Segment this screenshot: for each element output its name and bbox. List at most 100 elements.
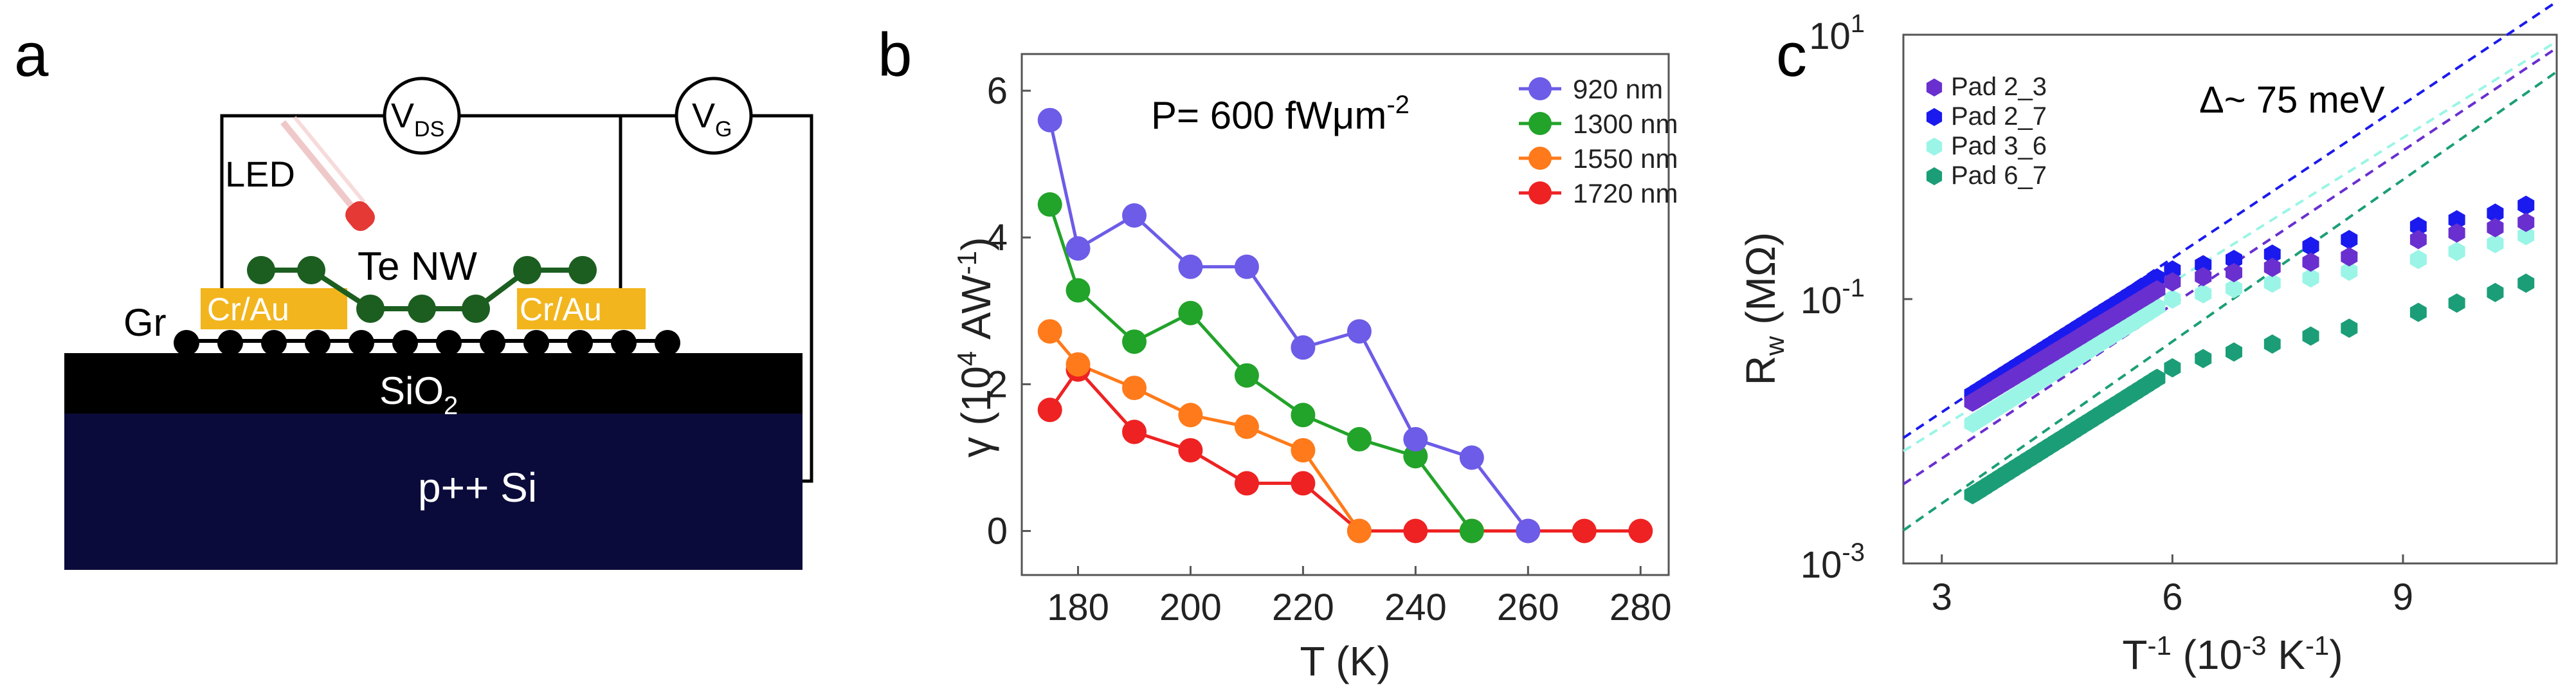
data-point [2487,282,2504,302]
plot-b-legend: 920 nm 1300 nm 1550 nm 1720 nm [1519,74,1678,208]
data-point [2226,342,2242,362]
graphene-atom [480,330,505,356]
y-tick-label: 4 [987,217,1008,259]
te-nanowire-atoms [247,256,597,323]
data-point [2341,261,2358,281]
led-icon [280,116,375,232]
data-point [2263,334,2281,354]
data-point [1234,363,1259,388]
x-tick-label: 180 [1047,587,1109,628]
plot-c-xlabel: T-1 (10-3 K-1) [2122,630,2343,678]
data-point [1037,192,1062,217]
te-atom [297,256,325,284]
panel-b-label: b [878,21,912,89]
legend-entry: Pad 6_7 [1951,161,2047,190]
data-point [2341,318,2358,338]
x-tick-label: 3 [1932,576,1952,618]
data-point [1178,403,1203,428]
y-tick-label: 10-1 [1800,274,1865,322]
data-point [1037,319,1062,344]
data-point [1459,445,1484,470]
data-point [2195,267,2212,287]
data-point [1234,414,1259,439]
x-tick-label: 260 [1497,587,1559,628]
legend-entry: Pad 2_7 [1951,102,2047,131]
graphene-label: Gr [123,301,167,344]
data-point [2341,247,2358,267]
legend-swatch-marker [1926,138,1943,156]
contact-left-label: Cr/Au [207,291,289,327]
substrate-layer [64,412,803,570]
data-point [2195,284,2212,304]
te-atom [247,256,275,284]
te-nw-label: Te NW [358,244,477,289]
data-point [2448,223,2465,243]
legend-entry: 1550 nm [1573,143,1678,174]
te-atom [356,295,385,323]
panel-a: a p++ Si SiO2 Gr Cr/Au Cr/Au [14,21,813,570]
substrate-label: p++ Si [418,464,537,511]
data-point [1403,518,1428,543]
te-atom [408,295,436,323]
graphene-atom [349,330,374,356]
data-point [1347,319,1372,344]
data-point [2302,252,2319,272]
graphene-atom [567,330,593,356]
legend-swatch-marker [1528,147,1552,170]
plot-b-frame [1020,53,1670,576]
data-point [2148,280,2166,300]
data-point [2487,218,2504,237]
series-line-1550-nm [1048,330,1361,532]
data-point [2517,226,2535,246]
data-point [1516,518,1541,543]
graphene-atom [436,330,462,356]
legend-entry: Pad 3_6 [1951,132,2047,160]
graphene-atom [217,330,243,356]
data-point [1347,426,1372,452]
data-point [1234,471,1259,496]
data-point [1122,376,1147,401]
series-line-920-nm [1048,120,1530,533]
data-point [1403,444,1428,469]
x-tick-label: 200 [1159,587,1222,628]
data-point [1459,518,1484,543]
legend-swatch-marker [1528,77,1552,100]
data-point [2164,358,2181,378]
x-tick-label: 9 [2393,576,2413,618]
graphene-atom [392,330,418,356]
data-point [1066,278,1091,303]
vg-label: VG [692,96,732,142]
oxide-label: SiO2 [379,369,458,420]
x-tick-label: 6 [2162,576,2182,618]
plot-c-annotation: Δ~ 75 meV [2199,79,2385,121]
vds-label: VDS [391,96,444,142]
graphene-atom [174,330,199,356]
te-atom [568,256,597,284]
contact-left [201,288,347,329]
data-point [1572,518,1597,543]
plot-b-ylabel: γ (104 AW-1) [952,237,999,458]
plot-b-series [1037,107,1653,543]
data-point [2517,273,2535,293]
data-point [2517,212,2535,232]
y-tick-label: 6 [987,70,1008,112]
data-point [1291,471,1316,496]
data-point [2263,244,2281,264]
data-point [2448,293,2465,313]
legend-entry: Pad 2_3 [1951,73,2047,101]
data-point [2409,230,2427,250]
contact-right-label: Cr/Au [520,291,602,327]
legend-entry: 1300 nm [1573,109,1678,139]
plot-b-xlabel: T (K) [1300,638,1390,684]
data-point [1037,397,1062,423]
fit-line [1902,70,2558,532]
data-point [2302,268,2319,288]
data-point [2302,236,2319,256]
data-point [2517,196,2535,215]
plot-b-ticks: 180 200 220 240 260 280 0 2 4 6 [987,70,1672,628]
y-tick-label: 101 [1809,10,1865,57]
data-point [2263,273,2281,293]
data-point [1178,254,1203,279]
y-tick-label: 2 [987,363,1008,405]
